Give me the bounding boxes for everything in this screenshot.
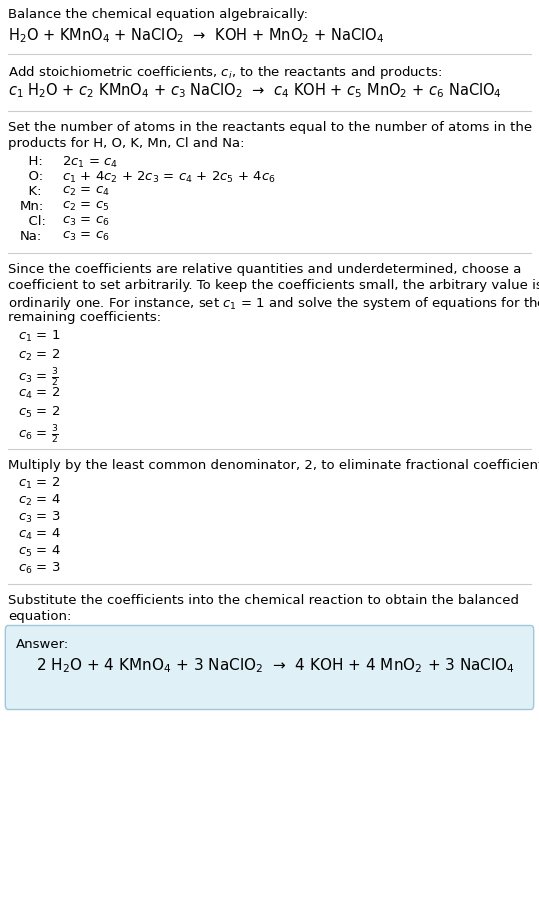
Text: Substitute the coefficients into the chemical reaction to obtain the balanced: Substitute the coefficients into the che… bbox=[8, 594, 519, 607]
Text: Balance the chemical equation algebraically:: Balance the chemical equation algebraica… bbox=[8, 8, 308, 21]
Text: $c_1$ = 1: $c_1$ = 1 bbox=[18, 329, 60, 344]
Text: $c_5$ = 2: $c_5$ = 2 bbox=[18, 405, 60, 420]
Text: Add stoichiometric coefficients, $c_i$, to the reactants and products:: Add stoichiometric coefficients, $c_i$, … bbox=[8, 64, 442, 81]
Text: $c_2$ = $c_5$: $c_2$ = $c_5$ bbox=[62, 200, 109, 213]
Text: H:: H: bbox=[20, 155, 43, 168]
Text: $c_4$ = 2: $c_4$ = 2 bbox=[18, 386, 60, 401]
Text: coefficient to set arbitrarily. To keep the coefficients small, the arbitrary va: coefficient to set arbitrarily. To keep … bbox=[8, 279, 539, 292]
Text: $c_2$ = 2: $c_2$ = 2 bbox=[18, 348, 60, 364]
Text: $c_6$ = $\frac{3}{2}$: $c_6$ = $\frac{3}{2}$ bbox=[18, 424, 59, 446]
Text: Since the coefficients are relative quantities and underdetermined, choose a: Since the coefficients are relative quan… bbox=[8, 263, 521, 276]
Text: Multiply by the least common denominator, 2, to eliminate fractional coefficient: Multiply by the least common denominator… bbox=[8, 459, 539, 472]
Text: H$_2$O + KMnO$_4$ + NaClO$_2$  →  KOH + MnO$_2$ + NaClO$_4$: H$_2$O + KMnO$_4$ + NaClO$_2$ → KOH + Mn… bbox=[8, 26, 384, 45]
Text: $c_5$ = 4: $c_5$ = 4 bbox=[18, 544, 61, 559]
Text: $c_1$ H$_2$O + $c_2$ KMnO$_4$ + $c_3$ NaClO$_2$  →  $c_4$ KOH + $c_5$ MnO$_2$ + : $c_1$ H$_2$O + $c_2$ KMnO$_4$ + $c_3$ Na… bbox=[8, 81, 502, 100]
Text: equation:: equation: bbox=[8, 610, 71, 623]
Text: 2 H$_2$O + 4 KMnO$_4$ + 3 NaClO$_2$  →  4 KOH + 4 MnO$_2$ + 3 NaClO$_4$: 2 H$_2$O + 4 KMnO$_4$ + 3 NaClO$_2$ → 4 … bbox=[36, 656, 515, 675]
Text: $c_3$ = $\frac{3}{2}$: $c_3$ = $\frac{3}{2}$ bbox=[18, 367, 59, 389]
Text: $c_1$ + 4$c_2$ + 2$c_3$ = $c_4$ + 2$c_5$ + 4$c_6$: $c_1$ + 4$c_2$ + 2$c_3$ = $c_4$ + 2$c_5$… bbox=[62, 170, 275, 185]
Text: $c_1$ = 2: $c_1$ = 2 bbox=[18, 476, 60, 491]
Text: 2$c_1$ = $c_4$: 2$c_1$ = $c_4$ bbox=[62, 155, 118, 170]
Text: $c_3$ = 3: $c_3$ = 3 bbox=[18, 510, 60, 525]
Text: $c_3$ = $c_6$: $c_3$ = $c_6$ bbox=[62, 230, 109, 244]
Text: products for H, O, K, Mn, Cl and Na:: products for H, O, K, Mn, Cl and Na: bbox=[8, 137, 245, 150]
Text: $c_3$ = $c_6$: $c_3$ = $c_6$ bbox=[62, 215, 109, 228]
Text: Mn:: Mn: bbox=[20, 200, 44, 213]
Text: $c_6$ = 3: $c_6$ = 3 bbox=[18, 561, 60, 576]
Text: $c_4$ = 4: $c_4$ = 4 bbox=[18, 527, 61, 542]
Text: remaining coefficients:: remaining coefficients: bbox=[8, 311, 161, 324]
Text: K:: K: bbox=[20, 185, 42, 198]
Text: Set the number of atoms in the reactants equal to the number of atoms in the: Set the number of atoms in the reactants… bbox=[8, 121, 532, 134]
Text: Cl:: Cl: bbox=[20, 215, 46, 228]
Text: $c_2$ = $c_4$: $c_2$ = $c_4$ bbox=[62, 185, 110, 198]
Text: Na:: Na: bbox=[20, 230, 42, 243]
Text: ordinarily one. For instance, set $c_1$ = 1 and solve the system of equations fo: ordinarily one. For instance, set $c_1$ … bbox=[8, 295, 539, 312]
FancyBboxPatch shape bbox=[5, 625, 534, 710]
Text: $c_2$ = 4: $c_2$ = 4 bbox=[18, 493, 61, 508]
Text: Answer:: Answer: bbox=[16, 638, 69, 651]
Text: O:: O: bbox=[20, 170, 43, 183]
